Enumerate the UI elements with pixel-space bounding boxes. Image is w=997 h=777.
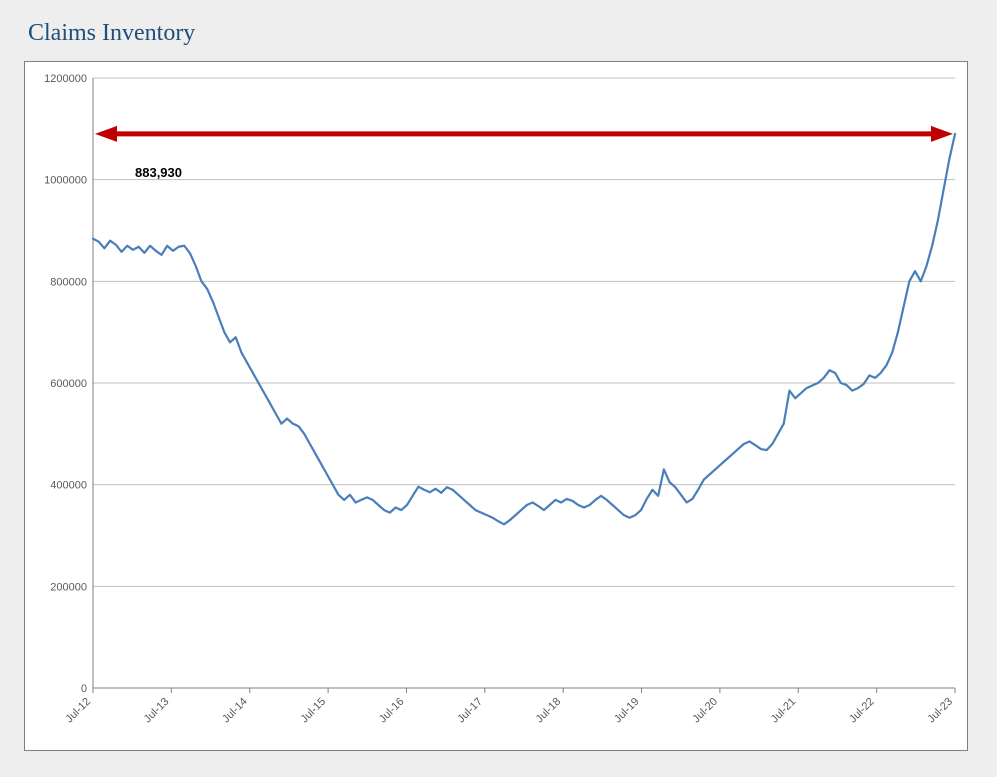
series-line [93, 134, 955, 524]
x-tick-label: Jul-14 [220, 696, 250, 726]
chart-title: Claims Inventory [28, 20, 973, 47]
arrow-head-left-icon [95, 126, 117, 142]
x-tick-label: Jul-22 [847, 696, 877, 726]
x-tick-label: Jul-17 [455, 696, 485, 726]
x-tick-label: Jul-18 [534, 696, 564, 726]
x-tick-label: Jul-21 [769, 696, 799, 726]
arrow-head-right-icon [931, 126, 953, 142]
x-tick-label: Jul-12 [63, 696, 93, 726]
x-tick-label: Jul-19 [612, 696, 642, 726]
y-tick-label: 1200000 [44, 73, 87, 85]
page-root: Claims Inventory 0 200000 400000 600000 8000… [0, 0, 997, 777]
chart-frame: 0 200000 400000 600000 800000 1000000 1200000 J… [24, 61, 968, 751]
y-tick-label: 400000 [50, 480, 87, 492]
y-tick-label: 0 [81, 683, 87, 695]
x-tick-label: Jul-15 [299, 696, 329, 726]
x-tick-label: Jul-16 [377, 696, 407, 726]
chart-svg: 0 200000 400000 600000 800000 1000000 1200000 J… [25, 62, 967, 750]
y-tick-label: 1000000 [44, 175, 87, 187]
data-label: 883,930 [135, 165, 182, 180]
x-tick-label: Jul-13 [142, 696, 172, 726]
x-tick-label: Jul-20 [690, 696, 720, 726]
x-tick-label: Jul-23 [925, 696, 955, 726]
y-tick-label: 200000 [50, 581, 87, 593]
y-tick-label: 600000 [50, 378, 87, 390]
y-tick-label: 800000 [50, 276, 87, 288]
